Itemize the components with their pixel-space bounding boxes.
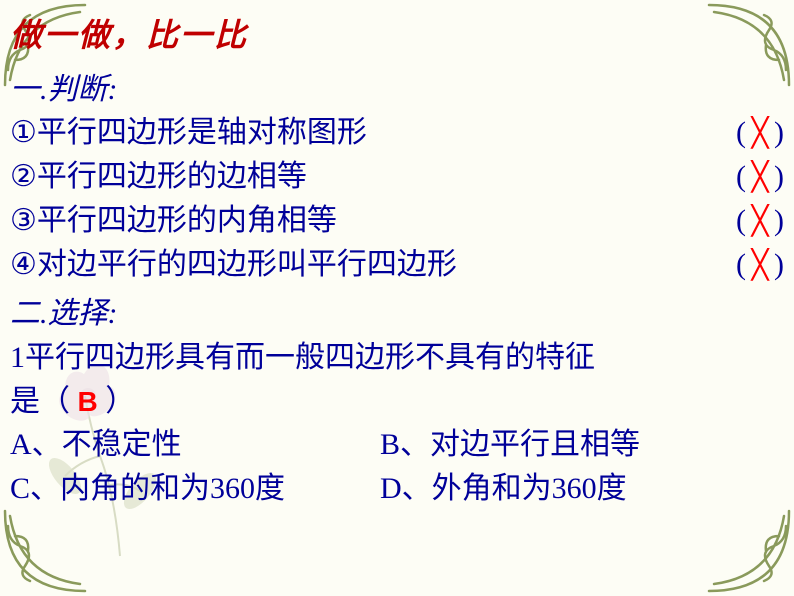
paren-open: ( [736,112,746,154]
paren-close: ) [774,112,784,154]
x-mark-icon: ╳ [746,202,774,241]
paren-close: ) [774,244,784,286]
options-block: A、不稳定性 B、对边平行且相等 C、内角的和为360度 D、外角和为360度 [10,423,784,510]
slide-title: 做一做，比一比 [10,10,784,56]
slide-content: 做一做，比一比 一.判断: ① 平行四边形是轴对称图形 ( ╳ ) ② 平行四边… [10,10,784,510]
judgment-item-3: ③ 平行四边形的内角相等 ( ╳ ) [10,200,784,242]
item-number: ④ [10,244,37,286]
item-number: ③ [10,200,37,242]
corner-ornament-br [704,506,794,596]
paren-close: ) [774,156,784,198]
x-mark-icon: ╳ [746,246,774,285]
question-prefix: 是（ [10,385,70,418]
corner-ornament-bl [0,506,90,596]
option-c: C、内角的和为360度 [10,467,380,511]
judgment-item-2: ② 平行四边形的边相等 ( ╳ ) [10,156,784,198]
x-mark-icon: ╳ [746,114,774,153]
judgment-item-4: ④ 对边平行的四边形叫平行四边形 ( ╳ ) [10,244,784,286]
item-text: 对边平行的四边形叫平行四边形 [37,244,457,286]
paren-close: ) [774,200,784,242]
question-line1: 1平行四边形具有而一般四边形不具有的特征 [10,336,784,380]
x-mark-icon: ╳ [746,158,774,197]
item-text: 平行四边形的内角相等 [37,200,337,242]
paren-open: ( [736,244,746,286]
option-a: A、不稳定性 [10,423,380,467]
item-number: ② [10,156,37,198]
option-b: B、对边平行且相等 [380,423,640,467]
section1-heading: 一.判断: [10,64,784,108]
paren-open: ( [736,156,746,198]
question-line2: 是（ B ） [10,380,784,424]
paren-open: ( [736,200,746,242]
item-number: ① [10,112,37,154]
judgment-item-1: ① 平行四边形是轴对称图形 ( ╳ ) [10,112,784,154]
answer-letter: B [78,386,98,417]
item-text: 平行四边形是轴对称图形 [37,112,367,154]
option-d: D、外角和为360度 [380,467,627,511]
question-suffix: ） [105,385,135,418]
section2-heading: 二.选择: [10,288,784,332]
item-text: 平行四边形的边相等 [37,156,307,198]
